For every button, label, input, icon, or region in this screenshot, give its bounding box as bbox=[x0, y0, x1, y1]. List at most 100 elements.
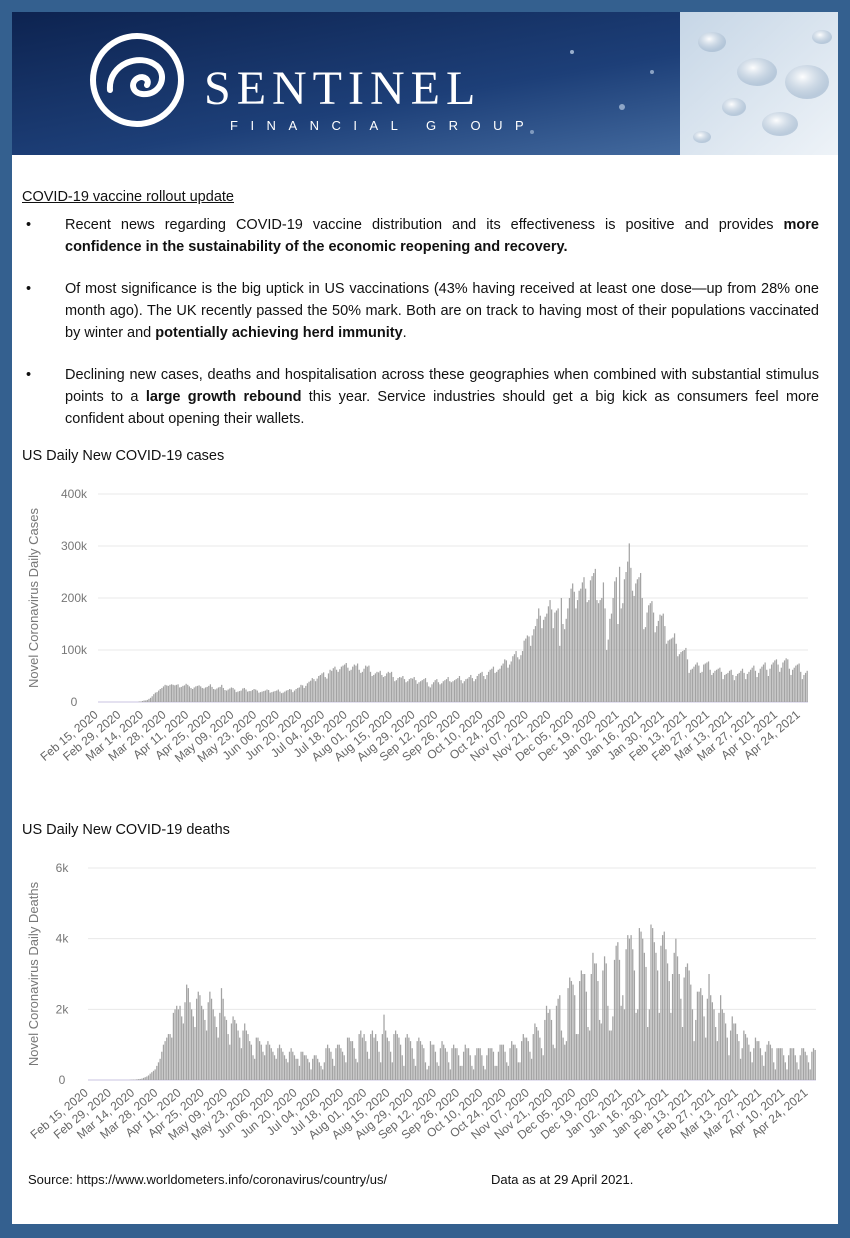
bar bbox=[574, 995, 576, 1080]
chart: 0 100k 200k 300k 400k Novel Coronavirus Daily… bbox=[26, 487, 808, 765]
bar bbox=[303, 687, 305, 702]
bar bbox=[166, 685, 168, 702]
bar bbox=[152, 1070, 155, 1080]
bar bbox=[240, 1048, 243, 1080]
bar bbox=[709, 669, 711, 702]
bar bbox=[227, 1034, 229, 1080]
bar bbox=[804, 1051, 806, 1080]
bar bbox=[570, 588, 572, 702]
bar bbox=[683, 650, 685, 702]
bar bbox=[345, 1062, 347, 1080]
bar bbox=[303, 1055, 306, 1080]
bar bbox=[741, 668, 744, 702]
bar bbox=[179, 687, 181, 702]
bar bbox=[167, 685, 169, 702]
bar bbox=[307, 1058, 309, 1080]
bar bbox=[324, 677, 326, 702]
bar bbox=[300, 684, 302, 702]
text: Recent news regarding COVID-19 vaccine d… bbox=[65, 217, 784, 233]
bar bbox=[350, 669, 352, 702]
bar bbox=[650, 924, 652, 1080]
bar bbox=[618, 959, 621, 1080]
bar bbox=[280, 1048, 282, 1080]
bar bbox=[791, 1048, 793, 1080]
bar bbox=[724, 1023, 727, 1080]
bar bbox=[209, 684, 212, 702]
bar bbox=[245, 1030, 247, 1080]
bar bbox=[793, 667, 795, 702]
bar bbox=[489, 1048, 491, 1080]
bar bbox=[502, 1044, 505, 1080]
bar bbox=[599, 600, 601, 702]
bar bbox=[648, 605, 650, 702]
bar bbox=[631, 590, 634, 702]
bar bbox=[403, 679, 406, 702]
bar bbox=[717, 668, 719, 702]
bar bbox=[728, 1055, 730, 1080]
bar bbox=[620, 608, 622, 702]
bar bbox=[615, 945, 617, 1080]
bar bbox=[633, 595, 635, 702]
bar bbox=[746, 1037, 748, 1080]
bar bbox=[374, 673, 376, 702]
bar bbox=[436, 1062, 438, 1080]
bar bbox=[635, 1012, 637, 1080]
bar bbox=[181, 1016, 183, 1080]
bar bbox=[316, 678, 318, 702]
bar bbox=[494, 672, 496, 702]
bar bbox=[242, 688, 244, 702]
bar bbox=[465, 679, 467, 702]
bar bbox=[524, 1037, 526, 1080]
bar bbox=[156, 1065, 158, 1080]
bar bbox=[612, 598, 614, 702]
bar bbox=[429, 1041, 432, 1080]
bar bbox=[523, 640, 525, 702]
bar bbox=[434, 680, 436, 702]
bar bbox=[648, 1009, 650, 1080]
bar bbox=[773, 1062, 775, 1080]
bar bbox=[166, 1037, 168, 1080]
bar bbox=[514, 1044, 516, 1080]
bar bbox=[464, 1044, 466, 1080]
bar bbox=[366, 666, 368, 702]
bar bbox=[431, 1044, 433, 1080]
bar bbox=[489, 669, 491, 702]
bar bbox=[403, 1065, 405, 1080]
bar bbox=[500, 665, 503, 702]
bar bbox=[230, 1023, 233, 1080]
bar bbox=[779, 671, 781, 702]
bar bbox=[701, 671, 703, 702]
bar bbox=[557, 998, 559, 1080]
bar bbox=[641, 598, 643, 702]
bar bbox=[273, 1055, 276, 1080]
bar bbox=[511, 1041, 513, 1080]
bar bbox=[149, 1073, 151, 1080]
bar bbox=[423, 679, 425, 702]
bar bbox=[785, 658, 787, 702]
bar bbox=[774, 660, 776, 702]
bar bbox=[391, 1062, 393, 1080]
bar bbox=[509, 1048, 511, 1080]
bar bbox=[292, 1051, 294, 1080]
bar bbox=[456, 1048, 458, 1080]
bar bbox=[164, 684, 166, 702]
bar bbox=[363, 1034, 365, 1080]
bar bbox=[743, 1030, 745, 1080]
bar bbox=[217, 1037, 219, 1080]
bar bbox=[154, 1069, 156, 1080]
bar bbox=[410, 678, 412, 702]
bar bbox=[734, 1023, 737, 1080]
bar bbox=[259, 1041, 261, 1080]
bar bbox=[786, 1069, 788, 1080]
bar bbox=[238, 691, 241, 702]
bar bbox=[161, 1051, 163, 1080]
bar bbox=[711, 1002, 713, 1080]
bar bbox=[327, 673, 330, 702]
bar bbox=[159, 689, 161, 702]
bar bbox=[454, 1048, 456, 1080]
bar bbox=[764, 1051, 767, 1080]
bar bbox=[507, 667, 509, 702]
bar bbox=[214, 1016, 216, 1080]
bar bbox=[552, 628, 554, 702]
bar bbox=[542, 619, 545, 702]
